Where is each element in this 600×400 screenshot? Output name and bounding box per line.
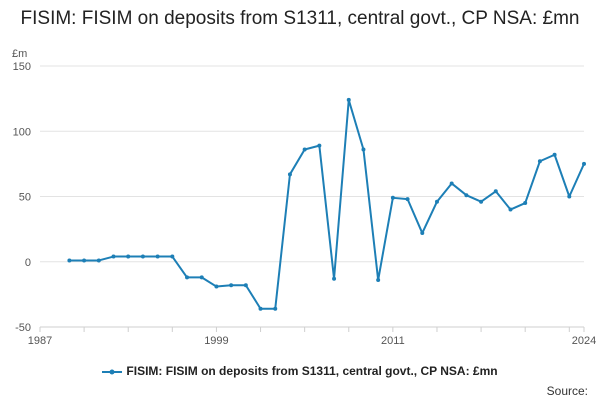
data-point — [479, 199, 484, 204]
data-point — [96, 258, 101, 263]
data-point — [582, 161, 586, 166]
y-tick-label: 0 — [25, 257, 31, 269]
data-point — [346, 97, 351, 102]
y-tick-label: -50 — [15, 322, 31, 334]
data-point — [523, 201, 528, 206]
data-point — [287, 172, 292, 177]
x-tick-label: 2024 — [572, 335, 596, 347]
y-axis: £m -50 0 50 100 150 — [12, 48, 31, 334]
grid-lines — [40, 65, 584, 328]
data-point — [567, 194, 572, 199]
x-axis: 1987 1999 2011 2024 — [28, 326, 596, 347]
data-point — [420, 231, 425, 236]
data-point — [273, 306, 278, 311]
data-point — [302, 147, 307, 152]
data-point — [111, 254, 116, 259]
data-point — [376, 278, 381, 283]
legend-line-symbol — [102, 369, 123, 375]
data-point — [82, 258, 87, 263]
data-point — [449, 181, 454, 186]
data-point — [508, 207, 513, 212]
series-line — [69, 98, 585, 310]
data-point — [552, 152, 557, 157]
data-point — [214, 284, 219, 289]
data-point — [464, 193, 469, 198]
series-layer — [67, 97, 586, 311]
data-point — [126, 254, 131, 259]
chart-title: FISIM: FISIM on deposits from S1311, cen… — [20, 8, 580, 29]
legend-label: FISIM: FISIM on deposits from S1311, cen… — [126, 364, 498, 378]
data-point — [185, 275, 190, 280]
data-point — [67, 258, 72, 263]
source-label: Source: — [546, 384, 588, 398]
x-tick-label: 1999 — [204, 335, 228, 347]
data-point — [317, 143, 322, 148]
data-point — [170, 254, 175, 259]
x-tick-label: 2011 — [381, 335, 405, 347]
data-point — [537, 159, 542, 164]
data-point — [199, 275, 204, 280]
data-point — [155, 254, 160, 259]
data-point — [229, 283, 234, 288]
data-point — [243, 283, 248, 288]
y-tick-label: 100 — [13, 126, 31, 138]
data-point — [361, 147, 366, 152]
x-tick-label: 1987 — [28, 335, 52, 347]
data-point — [140, 254, 145, 259]
data-point — [434, 199, 439, 204]
y-tick-label: 150 — [13, 61, 31, 73]
data-point — [405, 197, 410, 202]
data-point — [390, 195, 395, 200]
legend: FISIM: FISIM on deposits from S1311, cen… — [0, 364, 600, 378]
y-axis-label: £m — [12, 48, 27, 60]
data-point — [493, 189, 498, 194]
data-point — [258, 306, 263, 311]
y-tick-label: 50 — [19, 192, 31, 204]
data-point — [332, 276, 337, 281]
